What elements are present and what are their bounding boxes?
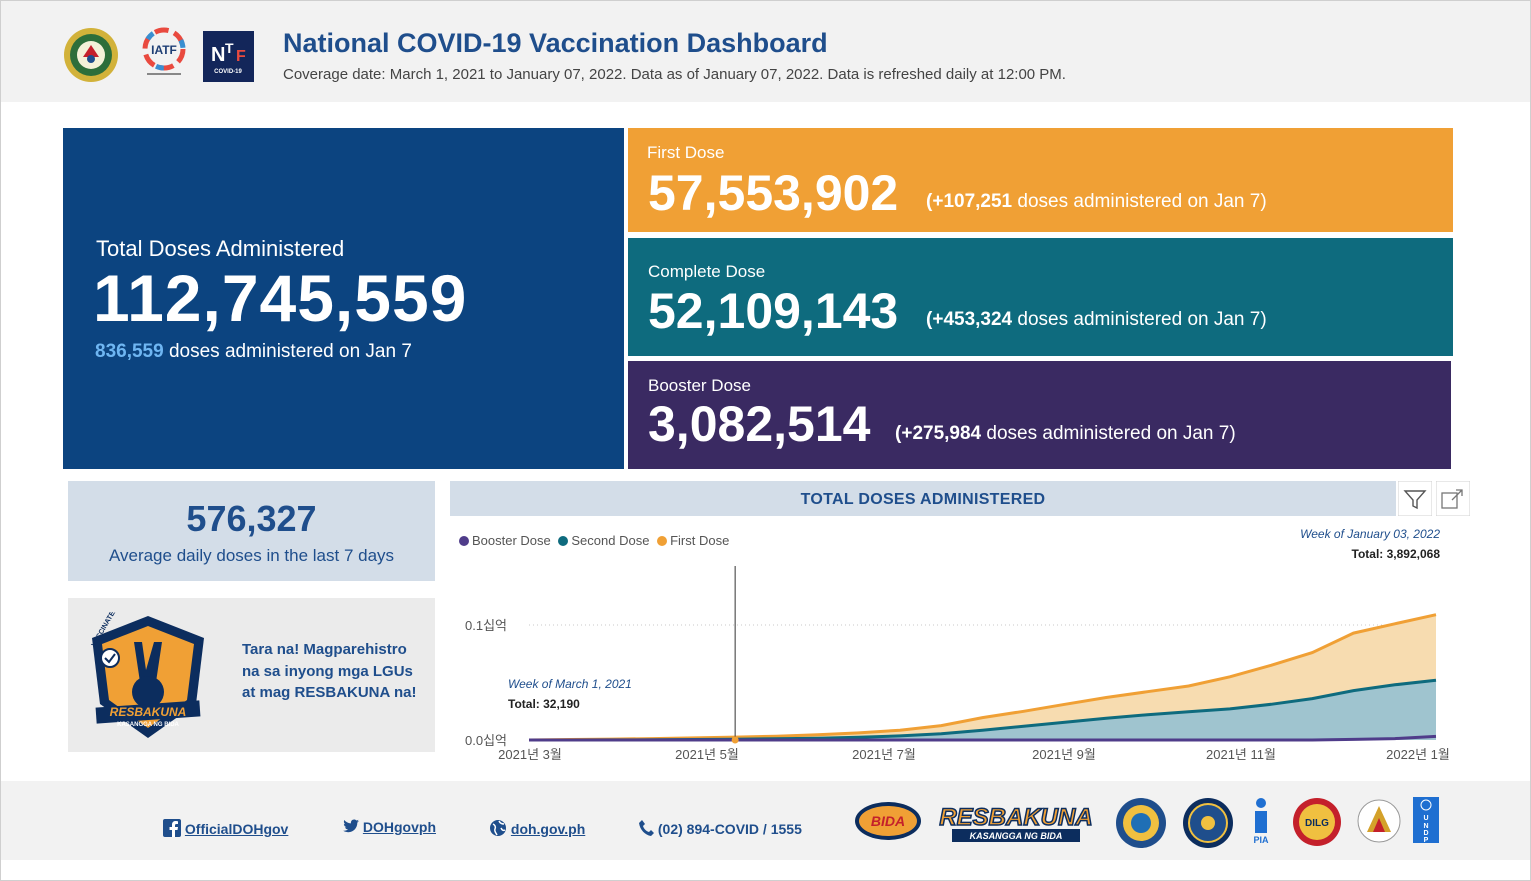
complete-dose-label: Complete Dose [648, 262, 766, 281]
focus-mode-icon[interactable] [1436, 481, 1470, 516]
resbakuna-logo-icon: RESBAKUNA KASANGGA NG BIDA [939, 803, 1093, 842]
badge-tag-text: KASANGGA NG BIDA [117, 722, 179, 728]
total-doses-label: Total Doses Administered [96, 236, 345, 261]
svg-text:PIA: PIA [1253, 835, 1269, 845]
footer-bar [1, 781, 1530, 860]
first-dose-area [529, 614, 1436, 740]
header-bar [1, 1, 1530, 102]
tooltip-end-total: Total: 3,892,068 [1351, 547, 1441, 561]
first-dose-increase-value: 107,251 [943, 191, 1013, 212]
total-daily-text: doses administered on Jan 7 [163, 341, 412, 362]
legend-item-first[interactable]: First Dose [657, 533, 729, 548]
complete-dose-increase: (+453,324 doses administered on Jan 7) [926, 309, 1267, 330]
phone-link[interactable]: (02) 894-COVID / 1555 [638, 819, 802, 837]
complete-dose-value: 52,109,143 [648, 283, 899, 339]
svg-text:F: F [236, 48, 246, 65]
filter-icon[interactable] [1398, 481, 1432, 516]
complete-dose-card: Complete Dose 52,109,143 (+453,324 doses… [628, 238, 1453, 356]
svg-text:COVID-19: COVID-19 [214, 69, 242, 75]
twitter-icon [343, 819, 359, 833]
tooltip-start-label: Week of March 1, 2021 [508, 677, 632, 691]
second-dose-area [529, 680, 1436, 740]
x-tick-label: 2021년 5월 [675, 747, 739, 762]
website-link[interactable]: doh.gov.ph [489, 819, 585, 837]
svg-text:D: D [1423, 830, 1428, 837]
booster-dose-label: Booster Dose [648, 376, 751, 395]
bida-logo-icon: BIDA [855, 802, 921, 840]
legend-item-second[interactable]: Second Dose [558, 533, 649, 548]
legend-dot-second [558, 536, 569, 546]
svg-text:U: U [1423, 815, 1428, 822]
average-daily-value: 576,327 [186, 498, 317, 539]
twitter-link[interactable]: DOHgovph [343, 819, 436, 835]
hover-point[interactable] [731, 736, 739, 744]
first-dose-value: 57,553,902 [648, 165, 899, 221]
undp-logo-icon: U N D P [1413, 797, 1439, 843]
svg-text:N: N [211, 44, 225, 66]
x-tick-label: 2021년 3월 [498, 747, 562, 762]
booster-dose-line[interactable] [529, 734, 1437, 742]
chart-legend: Booster Dose Second Dose First Dose [459, 533, 729, 548]
facebook-link[interactable]: OfficialDOHgov [163, 819, 288, 837]
tooltip-end: Week of January 03, 2022 Total: 3,892,06… [1300, 527, 1440, 561]
resbakuna-badge-icon: VACCINATED BIDA RESBAKUNA KASANGGA NG BI… [91, 612, 204, 738]
pia-logo-icon: PIA [1253, 798, 1269, 845]
legend-item-booster[interactable]: Booster Dose [459, 533, 551, 548]
chart-title: TOTAL DOSES ADMINISTERED [450, 481, 1396, 516]
resbakuna-promo-card: VACCINATED BIDA RESBAKUNA KASANGGA NG BI… [68, 598, 435, 752]
dict-seal-icon [1357, 799, 1401, 843]
x-tick-label: 2021년 9월 [1032, 747, 1096, 762]
complete-dose-increase-value: 453,324 [943, 309, 1013, 330]
svg-text:P: P [1424, 837, 1429, 843]
booster-dose-value: 3,082,514 [648, 396, 871, 452]
legend-dot-first [657, 536, 668, 546]
legend-dot-booster [459, 536, 469, 546]
doh-seal-icon [64, 28, 118, 82]
svg-text:IATF: IATF [151, 43, 177, 57]
globe-icon [490, 820, 506, 836]
promo-message: Tara na! Magparehistro na sa inyong mga … [242, 641, 417, 701]
x-tick-label: 2021년 7월 [852, 747, 916, 762]
badge-name-text: RESBAKUNA [110, 705, 187, 719]
tooltip-start-total: Total: 32,190 [508, 697, 580, 711]
total-daily-value: 836,559 [95, 341, 164, 362]
average-daily-card: 576,327 Average daily doses in the last … [68, 481, 435, 581]
phone-icon [639, 820, 654, 836]
tooltip-start: Week of March 1, 2021 Total: 32,190 [508, 677, 632, 711]
y-tick-label: 0.1십억 [465, 618, 507, 633]
total-doses-card: Total Doses Administered 112,745,559 836… [63, 128, 624, 469]
svg-text:N: N [1423, 823, 1428, 830]
iatf-logo-icon: IATF [142, 27, 186, 75]
total-doses-value: 112,745,559 [93, 261, 468, 335]
coverage-subtitle: Coverage date: March 1, 2021 to January … [283, 66, 1066, 83]
ntf-covid19-logo-icon: N T F COVID-19 [203, 31, 254, 82]
pcoo-seal-icon [1116, 798, 1166, 848]
svg-text:KASANGGA NG BIDA: KASANGGA NG BIDA [970, 831, 1063, 841]
area-chart[interactable]: 0.0십억 0.1십억 2021년 3월 2021년 5월 2021년 7월 2021년 … [450, 560, 1460, 770]
first-dose-card: First Dose 57,553,902 (+107,251 doses ad… [628, 128, 1453, 232]
booster-dose-increase: (+275,984 doses administered on Jan 7) [895, 423, 1236, 444]
government-seal-icon [1183, 798, 1233, 848]
first-dose-label: First Dose [647, 143, 725, 162]
x-tick-label: 2021년 11월 [1206, 747, 1276, 762]
page-title: National COVID-19 Vaccination Dashboard [283, 28, 828, 58]
svg-text:RESBAKUNA: RESBAKUNA [939, 804, 1092, 831]
average-daily-label: Average daily doses in the last 7 days [108, 546, 395, 565]
svg-text:T: T [225, 40, 234, 56]
dilg-seal-icon: DILG [1293, 798, 1341, 846]
svg-text:DILG: DILG [1305, 818, 1329, 829]
y-tick-label: 0.0십억 [465, 733, 507, 748]
svg-text:BIDA: BIDA [871, 813, 905, 829]
facebook-icon [163, 819, 181, 837]
first-dose-increase: (+107,251 doses administered on Jan 7) [926, 191, 1267, 212]
booster-dose-card: Booster Dose 3,082,514 (+275,984 doses a… [628, 361, 1451, 469]
total-daily-line: 836,559 doses administered on Jan 7 [95, 341, 412, 363]
booster-dose-increase-value: 275,984 [912, 423, 982, 444]
tooltip-end-label: Week of January 03, 2022 [1300, 527, 1440, 541]
x-tick-label: 2022년 1월 [1386, 747, 1450, 762]
